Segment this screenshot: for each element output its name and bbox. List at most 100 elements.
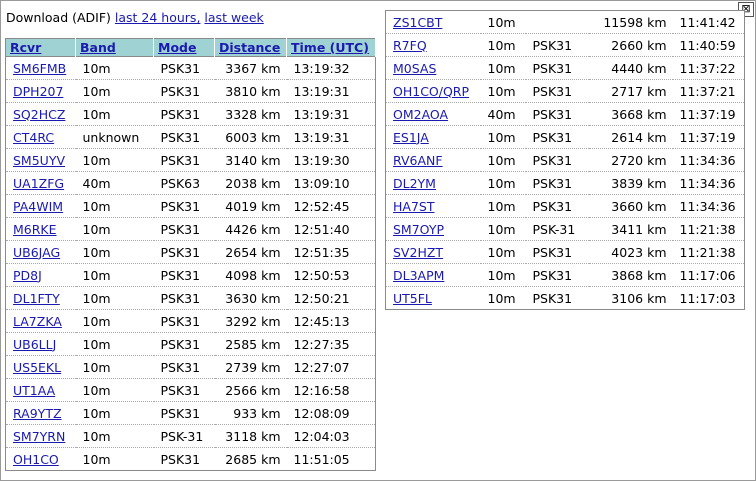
- receiver-callsign-link[interactable]: SM7OYP: [393, 221, 445, 237]
- receiver-callsign-link[interactable]: DL2YM: [393, 175, 436, 191]
- band-cell: 10m: [75, 355, 154, 379]
- band-cell: unknown: [75, 125, 154, 149]
- mode-cell: PSK31: [153, 263, 215, 287]
- receiver-callsign-link[interactable]: OH1CO/QRP: [393, 83, 470, 99]
- receiver-callsign-link[interactable]: R7FQ: [393, 37, 427, 53]
- band-cell: 10m: [75, 309, 154, 333]
- column-header-band[interactable]: Band: [75, 38, 154, 57]
- receiver-cell: M0SAS: [385, 56, 481, 80]
- receiver-callsign-link[interactable]: UT5FL: [393, 290, 432, 306]
- receiver-callsign-link[interactable]: SQ2HCZ: [13, 106, 66, 122]
- receiver-callsign-link[interactable]: RA9YTZ: [13, 405, 62, 421]
- receiver-callsign-link[interactable]: UT1AA: [13, 382, 56, 398]
- time-cell: 12:52:45: [286, 194, 376, 218]
- distance-cell: 2685 km: [214, 447, 287, 471]
- time-cell: 12:16:58: [286, 378, 376, 402]
- time-cell: 11:51:05: [286, 447, 376, 471]
- time-cell: 11:34:36: [672, 148, 745, 172]
- receiver-cell: DL3APM: [385, 263, 481, 287]
- band-cell: 10m: [480, 194, 526, 218]
- table-row: SV2HZT 10m PSK31 4023 km 11:21:38: [385, 240, 745, 264]
- distance-cell: 3140 km: [214, 148, 287, 172]
- mode-cell: PSK31: [153, 79, 215, 103]
- receiver-cell: SV2HZT: [385, 240, 481, 264]
- receiver-cell: OM2AOA: [385, 102, 481, 126]
- reports-table-right: ZS1CBT 10m 11598 km 11:41:42 R7FQ 10m PSK31 266…: [385, 10, 745, 310]
- table-row: PD8J 10m PSK31 4098 km 12:50:53: [5, 263, 376, 287]
- distance-cell: 4426 km: [214, 217, 287, 241]
- receiver-callsign-link[interactable]: PD8J: [13, 267, 42, 283]
- receiver-callsign-link[interactable]: M6RKE: [13, 221, 57, 237]
- receiver-cell: PD8J: [5, 263, 76, 287]
- table-row: US5EKL 10m PSK31 2739 km 12:27:07: [5, 355, 376, 379]
- receiver-callsign-link[interactable]: OM2AOA: [393, 106, 449, 122]
- receiver-callsign-link[interactable]: LA7ZKA: [13, 313, 62, 329]
- receiver-callsign-link[interactable]: CT4RC: [13, 129, 55, 145]
- time-cell: 11:34:36: [672, 171, 745, 195]
- distance-cell: 3106 km: [588, 286, 673, 310]
- receiver-cell: SM6FMB: [5, 56, 76, 80]
- band-cell: 10m: [75, 424, 154, 448]
- download-label: Download (ADIF): [6, 10, 111, 25]
- receiver-cell: RA9YTZ: [5, 401, 76, 425]
- band-cell: 40m: [480, 102, 526, 126]
- receiver-callsign-link[interactable]: SM5UYV: [13, 152, 66, 168]
- column-header-time[interactable]: Time (UTC): [286, 38, 376, 57]
- time-cell: 13:19:30: [286, 148, 376, 172]
- mode-cell: PSK31: [525, 102, 589, 126]
- band-cell: 10m: [480, 263, 526, 287]
- distance-cell: 2585 km: [214, 332, 287, 356]
- receiver-callsign-link[interactable]: SV2HZT: [393, 244, 444, 260]
- time-cell: 12:08:09: [286, 401, 376, 425]
- receiver-callsign-link[interactable]: RV6ANF: [393, 152, 443, 168]
- receiver-callsign-link[interactable]: US5EKL: [13, 359, 62, 375]
- receiver-callsign-link[interactable]: SM6FMB: [13, 60, 67, 76]
- time-cell: 11:34:36: [672, 194, 745, 218]
- receiver-callsign-link[interactable]: UB6LLJ: [13, 336, 57, 352]
- receiver-callsign-link[interactable]: HA7ST: [393, 198, 435, 214]
- receiver-cell: ES1JA: [385, 125, 481, 149]
- receiver-callsign-link[interactable]: DL1FTY: [13, 290, 60, 306]
- table-row: R7FQ 10m PSK31 2660 km 11:40:59: [385, 33, 745, 57]
- band-cell: 10m: [75, 332, 154, 356]
- receiver-callsign-link[interactable]: DL3APM: [393, 267, 445, 283]
- receiver-callsign-link[interactable]: UB6JAG: [13, 244, 61, 260]
- receiver-callsign-link[interactable]: DPH207: [13, 83, 64, 99]
- mode-cell: PSK-31: [153, 424, 215, 448]
- distance-cell: 3839 km: [588, 171, 673, 195]
- column-header-distance[interactable]: Distance: [214, 38, 287, 57]
- mode-cell: PSK31: [153, 194, 215, 218]
- receiver-callsign-link[interactable]: SM7YRN: [13, 428, 66, 444]
- table-header-row: Rcvr Band Mode Distance Time (UTC): [5, 38, 376, 57]
- table-row: DL1FTY 10m PSK31 3630 km 12:50:21: [5, 286, 376, 310]
- band-cell: 10m: [480, 286, 526, 310]
- mode-cell: PSK31: [153, 355, 215, 379]
- receiver-callsign-link[interactable]: M0SAS: [393, 60, 437, 76]
- mode-cell: [526, 11, 589, 34]
- time-cell: 11:37:22: [672, 56, 745, 80]
- column-header-rcvr[interactable]: Rcvr: [5, 38, 76, 57]
- time-cell: 12:50:53: [286, 263, 376, 287]
- band-cell: 10m: [480, 79, 526, 103]
- mode-cell: PSK31: [153, 56, 215, 80]
- table-row: RA9YTZ 10m PSK31 933 km 12:08:09: [5, 401, 376, 425]
- time-cell: 11:37:21: [672, 79, 745, 103]
- last-week-link[interactable]: last week: [204, 10, 264, 25]
- table-row: DL2YM 10m PSK31 3839 km 11:34:36: [385, 171, 745, 195]
- distance-cell: 3660 km: [588, 194, 673, 218]
- table-row: UB6JAG 10m PSK31 2654 km 12:51:35: [5, 240, 376, 264]
- band-cell: 10m: [75, 148, 154, 172]
- time-cell: 12:50:21: [286, 286, 376, 310]
- mode-cell: PSK31: [525, 194, 589, 218]
- receiver-callsign-link[interactable]: PA4WIM: [13, 198, 64, 214]
- column-header-mode[interactable]: Mode: [153, 38, 215, 57]
- receiver-cell: CT4RC: [5, 125, 76, 149]
- receiver-cell: DL1FTY: [5, 286, 76, 310]
- receiver-callsign-link[interactable]: OH1CO: [13, 451, 59, 467]
- receiver-callsign-link[interactable]: UA1ZFG: [13, 175, 65, 191]
- receiver-callsign-link[interactable]: ZS1CBT: [393, 14, 443, 30]
- band-cell: 10m: [75, 240, 154, 264]
- receiver-callsign-link[interactable]: ES1JA: [393, 129, 429, 145]
- last-24-hours-link[interactable]: last 24 hours,: [114, 10, 201, 25]
- mode-cell: PSK-31: [525, 217, 589, 241]
